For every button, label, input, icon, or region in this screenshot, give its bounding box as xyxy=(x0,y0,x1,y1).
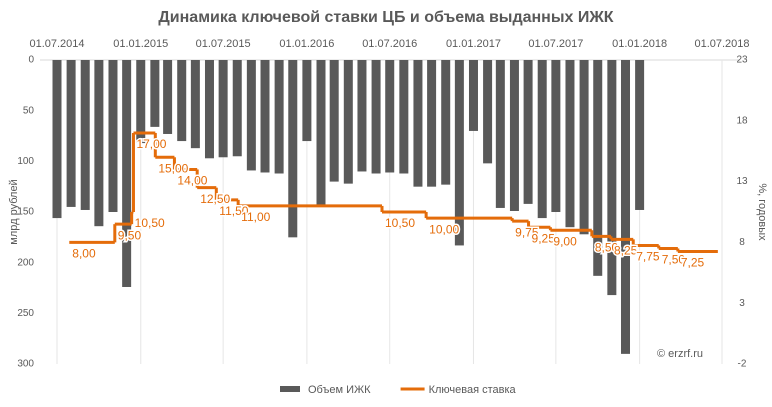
data-label: 15,00 xyxy=(158,161,188,175)
watermark: © erzrf.ru xyxy=(657,348,703,360)
data-label: 10,00 xyxy=(429,222,459,236)
bar xyxy=(66,60,76,207)
data-label: 9,00 xyxy=(553,234,577,248)
bar xyxy=(427,60,437,187)
bar xyxy=(288,60,298,238)
bar xyxy=(52,60,62,219)
bar xyxy=(136,60,146,144)
bar xyxy=(260,60,270,173)
data-label: 7,50 xyxy=(662,253,686,267)
y-tick-label: 300 xyxy=(17,359,34,370)
bar xyxy=(108,60,118,212)
bar xyxy=(468,60,478,131)
data-label: 8,25 xyxy=(614,244,638,258)
data-label: 9,75 xyxy=(515,225,539,239)
y2-tick-label: -2 xyxy=(738,359,747,370)
bar xyxy=(357,60,367,172)
bar xyxy=(218,60,228,158)
bar xyxy=(495,60,505,208)
bar xyxy=(163,60,173,134)
y2-tick-label: 3 xyxy=(739,298,745,309)
y-axis-label: млрд рублей xyxy=(8,179,20,244)
bar xyxy=(232,60,242,157)
bar xyxy=(621,60,631,354)
x-tick-label: 01.01.2016 xyxy=(279,38,334,50)
data-label: 7,25 xyxy=(681,256,705,270)
bar xyxy=(246,60,256,171)
data-label: 8,00 xyxy=(72,247,96,261)
chart-title: Динамика ключевой ставки ЦБ и объема выд… xyxy=(158,9,613,26)
y2-tick-label: 23 xyxy=(736,55,748,66)
bar xyxy=(302,60,312,142)
data-label: 8,50 xyxy=(595,240,619,254)
bar xyxy=(509,60,519,211)
x-tick-label: 01.01.2017 xyxy=(446,38,501,50)
y2-tick-label: 13 xyxy=(736,176,748,187)
rate-line xyxy=(69,131,718,254)
bar xyxy=(385,60,395,173)
bar xyxy=(316,60,326,205)
bar xyxy=(565,60,575,228)
y-tick-label: 0 xyxy=(28,55,34,66)
data-label: 10,50 xyxy=(135,216,165,230)
data-label: 9,50 xyxy=(118,228,142,242)
bar xyxy=(399,60,409,174)
bar xyxy=(635,60,645,210)
y2-tick-label: 8 xyxy=(739,237,745,248)
bar xyxy=(413,60,423,187)
data-label: 7,75 xyxy=(636,250,660,264)
bar xyxy=(80,60,90,210)
y-tick-label: 200 xyxy=(17,257,34,268)
data-label: 11,50 xyxy=(219,204,248,218)
bar xyxy=(593,60,603,276)
x-tick-label: 01.07.2018 xyxy=(694,38,749,50)
bar xyxy=(150,60,160,127)
y-tick-label: 100 xyxy=(17,156,34,167)
x-tick-label: 01.01.2018 xyxy=(612,38,667,50)
y-tick-label: 250 xyxy=(17,308,34,319)
bar xyxy=(274,60,284,174)
bar xyxy=(94,60,104,227)
bar xyxy=(329,60,339,182)
bar xyxy=(371,60,381,174)
data-label: 10,50 xyxy=(385,216,415,230)
bar xyxy=(343,60,353,184)
bar xyxy=(204,60,214,159)
bar xyxy=(537,60,547,219)
data-label: 12,50 xyxy=(200,192,230,206)
bar xyxy=(523,60,533,204)
data-label: 14,00 xyxy=(177,174,207,188)
bar xyxy=(177,60,187,142)
legend-label: Ключевая ставка xyxy=(429,384,517,396)
legend-swatch xyxy=(280,386,300,392)
y2-axis-label: %, годовых xyxy=(756,183,768,241)
y-tick-label: 150 xyxy=(17,207,34,218)
bar xyxy=(441,60,451,185)
bar xyxy=(579,60,589,235)
x-tick-label: 01.07.2015 xyxy=(196,38,251,50)
x-tick-label: 01.07.2016 xyxy=(362,38,417,50)
bar xyxy=(454,60,464,246)
legend-label: Объем ИЖК xyxy=(308,384,371,396)
y2-tick-label: 18 xyxy=(736,115,748,126)
x-tick-label: 01.01.2015 xyxy=(113,38,168,50)
bar xyxy=(122,60,132,287)
y-tick-label: 50 xyxy=(23,105,35,116)
data-label: 11,00 xyxy=(241,210,270,224)
x-tick-label: 01.07.2014 xyxy=(29,38,84,50)
bar xyxy=(190,60,200,149)
x-tick-label: 01.07.2017 xyxy=(528,38,583,50)
data-label: 17,00 xyxy=(136,137,166,151)
bar xyxy=(551,60,561,212)
bar xyxy=(607,60,617,296)
data-label: 9,25 xyxy=(532,231,556,245)
bar xyxy=(483,60,493,164)
